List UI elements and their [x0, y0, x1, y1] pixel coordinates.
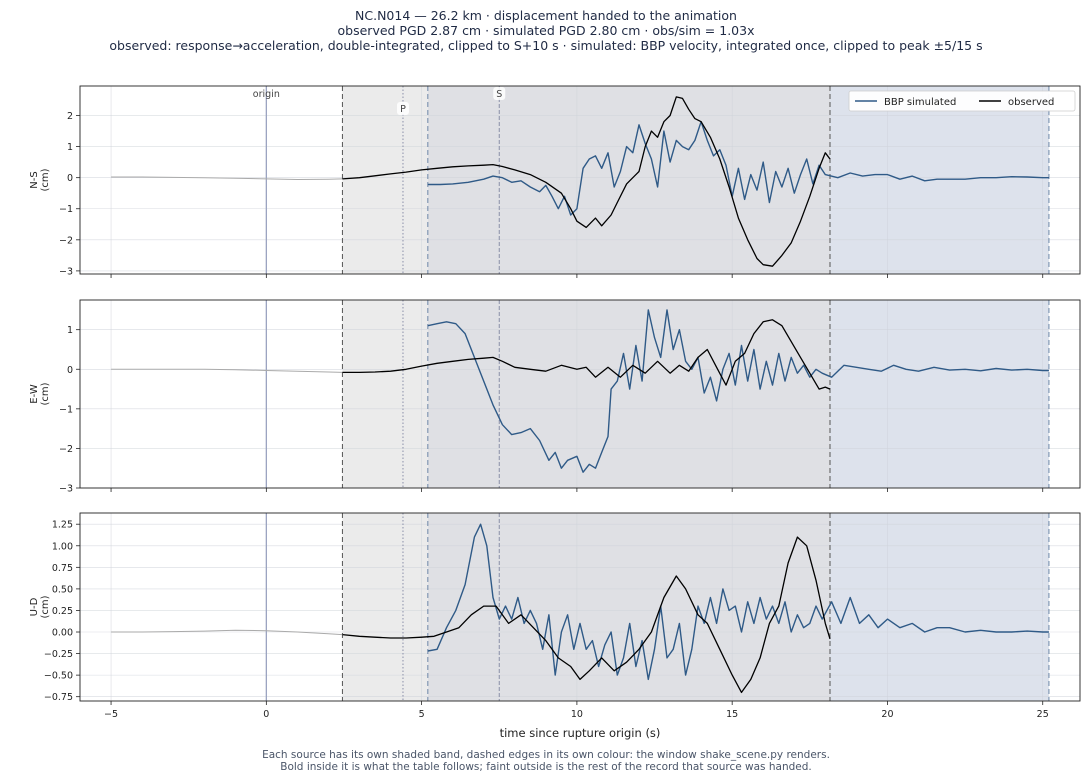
observed-series-line	[342, 96, 831, 267]
title-line-1: NC.N014 — 26.2 km · displacement handed …	[355, 8, 737, 23]
legend-label-observed: observed	[1008, 97, 1054, 108]
overlap-window-band	[427, 86, 830, 274]
observed-window-band	[342, 300, 428, 488]
panel-frame	[79, 512, 1081, 702]
observed-window-band	[342, 513, 428, 701]
legend-label-simulated: BBP simulated	[884, 97, 956, 108]
panel-frame	[79, 299, 1081, 489]
faint-record-line	[111, 176, 343, 181]
x-tick-label: −5	[104, 709, 118, 720]
y-tick-label: −2	[59, 444, 73, 455]
footnote: Each source has its own shaded band, das…	[262, 749, 830, 773]
x-axis-label: time since rupture origin (s)	[500, 726, 661, 740]
series-group	[111, 309, 1049, 473]
y-tick-label: 1	[67, 142, 73, 153]
y-axis-label-line: (cm)	[40, 595, 51, 618]
series-group	[111, 96, 1049, 267]
observed-series-line	[342, 536, 831, 694]
title-line-3: observed: response→acceleration, double-…	[109, 38, 982, 53]
x-tick-label: 10	[571, 709, 583, 720]
panel-1: −3 −2 −1 0 1 2 N-S(cm) origin P S BBP simulated obs…	[29, 85, 1081, 278]
series-group	[111, 523, 1049, 694]
x-tick-label: 0	[263, 709, 269, 720]
observed-window-band	[342, 86, 428, 274]
y-tick-label: 0	[67, 173, 73, 184]
simulated-series-line	[427, 523, 1049, 681]
legend: BBP simulated observed	[848, 90, 1076, 112]
footnote-line-2: Bold inside it is what the table follows…	[280, 761, 811, 773]
y-axis-label-line: U-D	[29, 597, 40, 616]
y-axis-label-line: (cm)	[40, 168, 51, 191]
x-tick-label: 20	[881, 709, 893, 720]
y-tick-label: −3	[59, 266, 73, 277]
y-tick-label: −0.25	[44, 649, 73, 660]
y-tick-label: 0.75	[52, 563, 73, 574]
y-tick-label: −2	[59, 235, 73, 246]
observed-series-line	[342, 319, 831, 390]
event-label-bg	[493, 87, 506, 100]
event-label-bg	[396, 102, 409, 115]
y-tick-label: 0	[67, 365, 73, 376]
panel-frame	[79, 85, 1081, 275]
y-axis-label-line: E-W	[29, 384, 40, 404]
y-tick-label: −1	[59, 204, 73, 215]
simulated-window-band	[830, 300, 1049, 488]
faint-record-line	[111, 629, 343, 636]
overlap-window-band	[427, 300, 830, 488]
y-tick-label: 0.00	[52, 628, 73, 639]
simulated-window-band	[830, 513, 1049, 701]
y-tick-label: −1	[59, 404, 73, 415]
faint-record-line	[111, 368, 343, 373]
y-axis-label-line: N-S	[29, 171, 40, 188]
footnote-line-1: Each source has its own shaded band, das…	[262, 749, 830, 761]
y-tick-label: 1.25	[52, 520, 73, 531]
y-tick-label: −3	[59, 484, 73, 495]
y-tick-label: 2	[67, 111, 73, 122]
event-label-origin: origin	[253, 89, 280, 100]
y-tick-label: −0.50	[44, 671, 73, 682]
title-line-2: observed PGD 2.87 cm · simulated PGD 2.8…	[338, 23, 755, 38]
y-axis-label: N-S(cm)	[29, 168, 51, 191]
panel-3: −0.75 −0.50 −0.25 0.00 0.25 0.50 0.75 1.00 1.25 −…	[29, 512, 1081, 720]
y-tick-label: 0.25	[52, 606, 73, 617]
y-axis-label: U-D(cm)	[29, 595, 51, 618]
x-tick-label: 15	[726, 709, 738, 720]
y-tick-label: 1.00	[52, 541, 73, 552]
x-tick-label: 5	[419, 709, 425, 720]
figure-title: NC.N014 — 26.2 km · displacement handed …	[109, 8, 982, 53]
y-axis-label: E-W(cm)	[29, 382, 51, 405]
y-axis-label-line: (cm)	[40, 382, 51, 405]
legend-box	[848, 90, 1076, 112]
simulated-series-line	[427, 120, 1049, 216]
panel-2: −3 −2 −1 0 1 E-W(cm)	[29, 299, 1081, 495]
overlap-window-band	[427, 513, 830, 701]
x-tick-label: 25	[1037, 709, 1049, 720]
event-label-s: S	[496, 89, 502, 100]
event-label-p: P	[400, 104, 406, 115]
simulated-window-band	[830, 86, 1049, 274]
y-tick-label: 0.50	[52, 584, 73, 595]
y-tick-label: 1	[67, 325, 73, 336]
y-tick-label: −0.75	[44, 692, 73, 703]
